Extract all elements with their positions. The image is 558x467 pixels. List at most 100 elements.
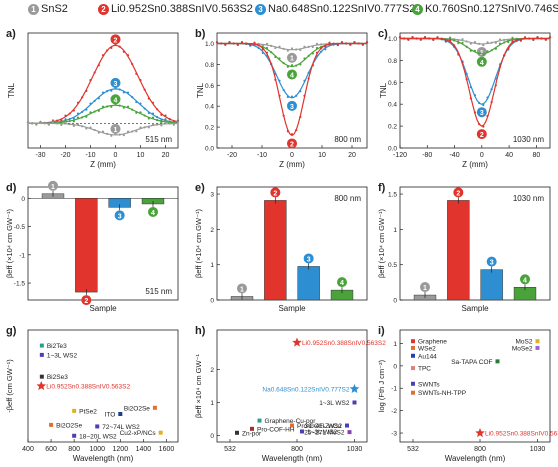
point-label: Bi2O2Se xyxy=(56,422,82,429)
data-point xyxy=(118,104,121,107)
point-marker xyxy=(257,418,262,423)
data-point xyxy=(299,90,302,93)
data-point xyxy=(76,116,80,119)
data-point xyxy=(224,43,227,46)
data-point xyxy=(240,41,244,44)
data-point xyxy=(143,114,146,117)
data-point xyxy=(160,124,163,127)
data-point xyxy=(448,37,452,40)
data-point xyxy=(286,65,289,68)
data-point xyxy=(295,64,298,67)
data-point xyxy=(278,94,281,97)
y-axis-label: -βeff (cm GW⁻¹) xyxy=(5,359,14,413)
legend-label: Li0.952Sn0.388SnIV0.563S2 xyxy=(111,3,253,15)
bar-3 xyxy=(480,269,503,301)
y-tick-label: 0.8 xyxy=(388,58,397,65)
data-point xyxy=(106,132,109,136)
x-tick-label: -10 xyxy=(85,152,95,159)
data-point xyxy=(81,125,84,128)
data-point xyxy=(76,123,80,126)
point-marker xyxy=(411,339,415,344)
x-tick-label: 0 xyxy=(290,152,294,159)
data-point xyxy=(135,72,138,75)
data-point xyxy=(265,51,269,54)
data-point xyxy=(486,41,489,44)
x-tick-label: 20 xyxy=(348,152,356,159)
y-tick-label: 0.6 xyxy=(388,80,397,87)
point-marker xyxy=(39,343,44,348)
panel-letter-b: b) xyxy=(195,28,206,40)
data-point xyxy=(147,117,150,120)
point-label: Cu2-xP/NCs xyxy=(120,430,157,437)
data-point xyxy=(320,50,323,53)
data-point xyxy=(453,44,456,47)
bar-2 xyxy=(447,200,470,301)
data-point xyxy=(135,111,138,114)
star-marker xyxy=(292,337,302,347)
data-point xyxy=(478,42,481,45)
data-point xyxy=(160,121,163,124)
data-point xyxy=(523,36,527,39)
data-point xyxy=(473,41,477,44)
x-tick-label: 1000 xyxy=(89,446,105,453)
y-tick-label: -3 xyxy=(391,431,397,438)
series-badge xyxy=(110,94,121,105)
data-point xyxy=(315,46,319,50)
point-label: Na0.648Sn0.122SnIV0.777S2 xyxy=(262,386,349,393)
point-label: Li0.952Sn0.388SnIV0.563S2 xyxy=(46,384,130,391)
data-point xyxy=(328,41,331,45)
point-label: Sa-TAPA COF xyxy=(451,359,492,366)
data-point xyxy=(122,106,125,109)
data-point xyxy=(465,45,468,48)
data-point xyxy=(220,42,223,45)
x-tick-label: -120 xyxy=(393,152,407,159)
data-point xyxy=(482,44,485,47)
panel-letter-d: d) xyxy=(6,182,17,194)
x-axis-label: Wavelength (nm) xyxy=(445,454,506,463)
data-point xyxy=(60,123,63,126)
data-point xyxy=(168,117,171,121)
data-point xyxy=(478,101,481,105)
data-point xyxy=(101,130,105,133)
star-marker xyxy=(36,381,46,390)
data-point xyxy=(444,39,447,42)
point-marker xyxy=(152,405,157,410)
x-tick-label: -20 xyxy=(227,152,237,159)
series-badge-label: 4 xyxy=(114,97,118,104)
data-point xyxy=(139,126,142,129)
y-tick-label: 0 xyxy=(393,363,397,370)
data-point xyxy=(81,110,84,113)
series-badge-label: 1 xyxy=(51,184,55,191)
series-badge xyxy=(476,107,487,118)
panel-letter-i: i) xyxy=(378,325,385,337)
y-tick-label: 1 xyxy=(210,400,214,407)
y-tick-label: 0.0 xyxy=(205,146,214,153)
y-axis-label: βeff ×10⁴ cm GW⁻¹ xyxy=(194,353,203,418)
point-marker xyxy=(118,412,123,416)
legend-item-2: 2 Li0.952Sn0.388SnIV0.563S2 xyxy=(98,3,253,15)
y-tick-label: 3 xyxy=(210,192,214,199)
data-point xyxy=(282,114,285,117)
x-axis-label: Z (mm) xyxy=(90,160,116,169)
series-badge-label: 1 xyxy=(240,286,244,293)
data-point xyxy=(68,117,71,121)
data-point xyxy=(72,117,75,120)
data-point xyxy=(532,38,535,41)
data-point xyxy=(507,47,510,50)
data-point xyxy=(519,39,522,42)
series-badge-label: 4 xyxy=(290,72,294,79)
data-point xyxy=(461,61,464,64)
data-point xyxy=(511,37,514,40)
data-point xyxy=(324,48,327,51)
bar-2 xyxy=(75,198,98,293)
data-point xyxy=(490,100,493,104)
data-point xyxy=(76,112,80,115)
data-point xyxy=(164,121,167,124)
data-point xyxy=(282,88,285,92)
x-tick-label: 1030 xyxy=(530,446,546,453)
wavelength-annotation: 800 nm xyxy=(334,194,361,203)
data-point xyxy=(428,37,431,40)
x-tick-label: 1400 xyxy=(136,446,152,453)
data-point xyxy=(89,126,92,129)
